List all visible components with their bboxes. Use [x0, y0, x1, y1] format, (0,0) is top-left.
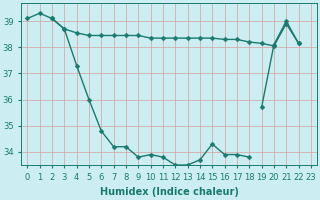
- X-axis label: Humidex (Indice chaleur): Humidex (Indice chaleur): [100, 187, 238, 197]
